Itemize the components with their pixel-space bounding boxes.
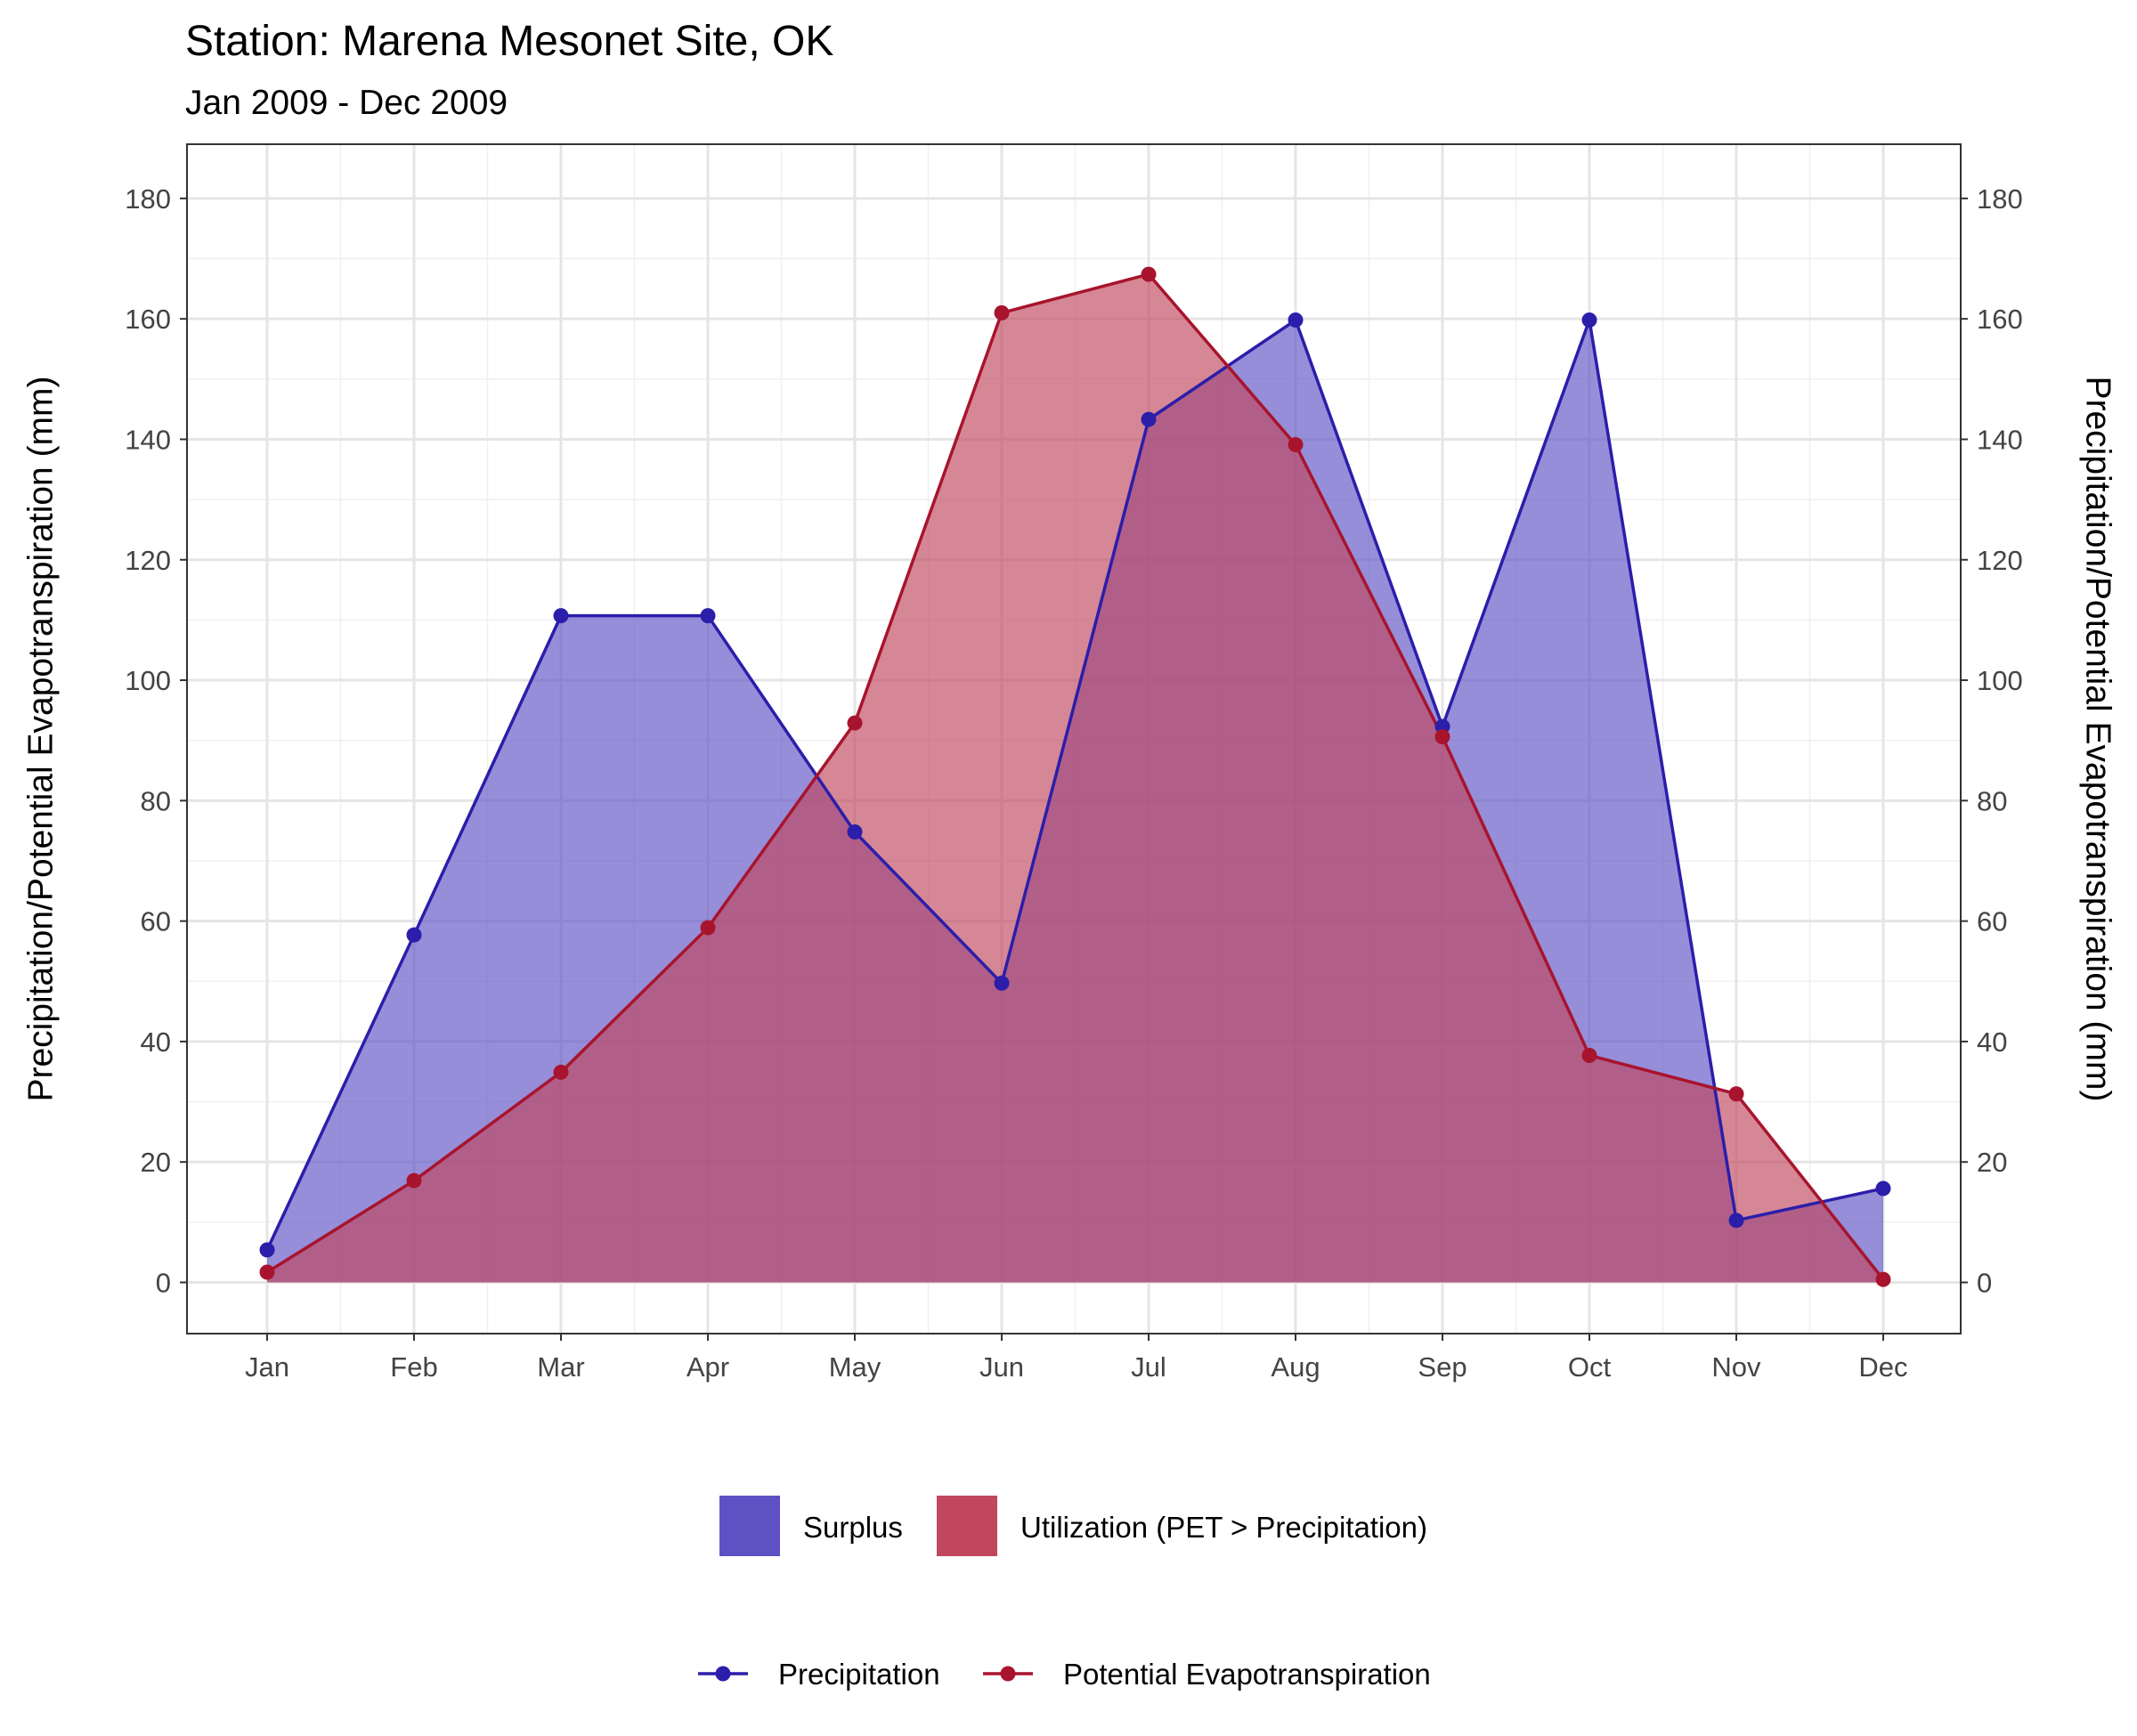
y-tick-label-left: 40: [141, 1026, 171, 1058]
data-point-pet: [847, 715, 863, 731]
point-layer: [259, 266, 1891, 1287]
data-point-pet: [259, 1264, 275, 1280]
x-tick-label: Jun: [979, 1351, 1024, 1383]
series-line-precipitation: [265, 313, 1884, 1251]
y-axis-title-left: Precipitation/Potential Evapotranspirati…: [21, 376, 60, 1101]
x-tick-label: Dec: [1858, 1351, 1907, 1383]
data-point-precipitation: [700, 608, 716, 624]
y-axis-title-right: Precipitation/Potential Evapotranspirati…: [2079, 376, 2117, 1101]
x-tick-label: Apr: [687, 1351, 729, 1383]
y-tick-label-left: 80: [141, 785, 171, 816]
x-tick-label: Jul: [1131, 1351, 1166, 1383]
y-tick-label-left: 180: [125, 183, 171, 215]
line-layer: [265, 272, 1885, 1281]
y-tick-label-right: 160: [1977, 304, 2023, 335]
y-tick-label-right: 20: [1977, 1147, 2007, 1178]
data-point-pet: [1434, 729, 1450, 745]
series-line-pet: [266, 272, 1885, 1281]
data-point-pet: [994, 304, 1010, 320]
legend-key-surplus: [719, 1496, 780, 1556]
data-point-precipitation: [1288, 312, 1304, 329]
y-tick-label-right: 100: [1977, 665, 2023, 696]
chart-subtitle: Jan 2009 - Dec 2009: [185, 84, 508, 122]
data-point-pet: [1581, 1047, 1597, 1063]
y-tick-label-left: 100: [125, 665, 171, 696]
x-tick-label: Jan: [245, 1351, 289, 1383]
data-point-precipitation: [1141, 411, 1157, 427]
legend-point-pet: [1000, 1666, 1016, 1682]
legend-label-pet: Potential Evapotranspiration: [1063, 1658, 1431, 1691]
data-point-precipitation: [1581, 312, 1597, 329]
y-tick-label-right: 180: [1977, 183, 2023, 215]
y-tick-label-left: 0: [156, 1268, 171, 1299]
y-tick-label-right: 120: [1977, 545, 2023, 576]
data-point-precipitation: [1728, 1213, 1744, 1229]
area-layer: [267, 274, 1883, 1283]
y-tick-label-right: 0: [1977, 1268, 1992, 1299]
y-tick-label-left: 160: [125, 304, 171, 335]
utilization-area: [267, 274, 1883, 1283]
x-tick-label: Oct: [1568, 1351, 1612, 1383]
data-point-precipitation: [1875, 1180, 1891, 1197]
panel-border: [186, 143, 1962, 1334]
data-point-precipitation: [847, 824, 863, 840]
y-tick-label-right: 140: [1977, 424, 2023, 455]
legend-label-precipitation: Precipitation: [778, 1658, 940, 1691]
chart-title: Station: Marena Mesonet Site, OK: [185, 18, 833, 65]
x-tick-label: Mar: [537, 1351, 584, 1383]
x-tick-label: Aug: [1271, 1351, 1320, 1383]
data-point-pet: [1141, 266, 1157, 282]
data-point-pet: [1288, 437, 1304, 453]
data-point-pet: [1728, 1086, 1744, 1102]
y-tick-label-right: 80: [1977, 785, 2007, 816]
y-tick-label-left: 140: [125, 424, 171, 455]
y-tick-label-right: 60: [1977, 906, 2007, 937]
data-point-pet: [1875, 1271, 1891, 1287]
data-point-precipitation: [553, 608, 569, 624]
data-point-pet: [406, 1172, 422, 1188]
y-tick-label-left: 120: [125, 545, 171, 576]
x-tick-label: Feb: [390, 1351, 437, 1383]
x-tick-label: May: [829, 1351, 882, 1383]
legend-label-surplus: Surplus: [803, 1511, 903, 1544]
y-tick-label-left: 60: [141, 906, 171, 937]
legend-point-precipitation: [715, 1666, 731, 1682]
data-point-precipitation: [259, 1242, 275, 1258]
x-tick-label: Nov: [1711, 1351, 1761, 1383]
data-point-pet: [700, 920, 716, 936]
y-tick-label-right: 40: [1977, 1026, 2007, 1058]
fill-legend: Surplus Utilization (PET > Precipitation): [719, 1496, 1427, 1556]
legend-label-utilization: Utilization (PET > Precipitation): [1020, 1511, 1427, 1544]
x-tick-label: Sep: [1418, 1351, 1467, 1383]
legend-key-utilization: [937, 1496, 997, 1556]
data-point-precipitation: [994, 975, 1010, 991]
axes: 0 0 20 20 40 40 60 60 80 80 100 100 120 120 140 140 160 1…: [125, 183, 2022, 1383]
y-tick-label-left: 20: [141, 1147, 171, 1178]
data-point-precipitation: [406, 927, 422, 943]
line-legend: Precipitation Potential Evapotranspiratio…: [698, 1658, 1431, 1691]
data-point-pet: [553, 1064, 569, 1080]
